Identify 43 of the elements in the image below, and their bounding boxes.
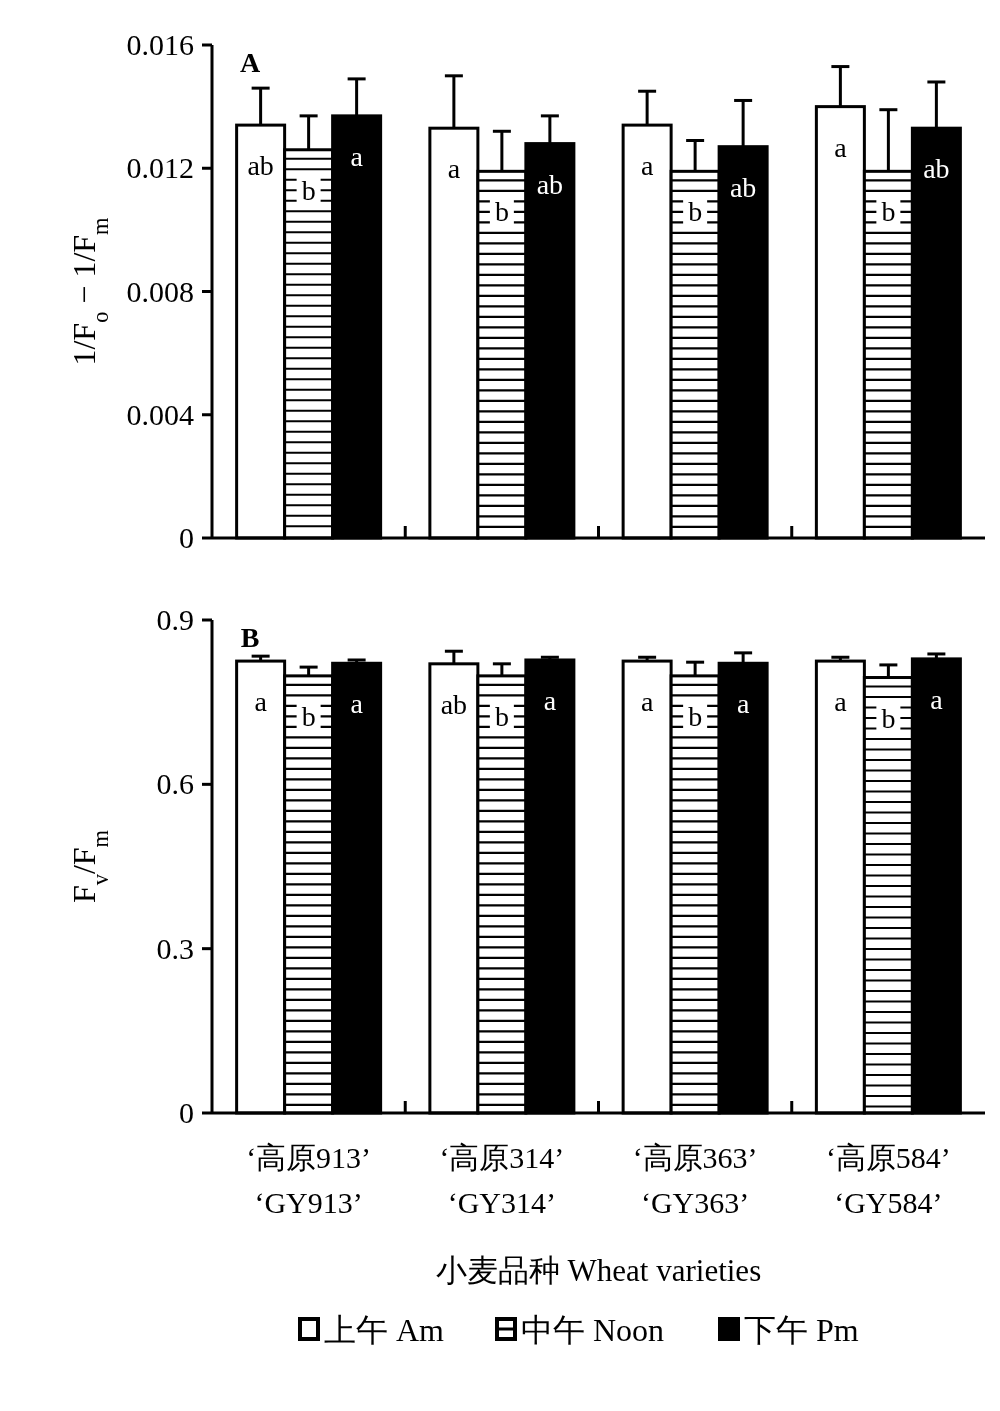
data-label: a [350, 688, 364, 720]
data-label: a [640, 150, 654, 182]
data-label: ab [923, 153, 950, 185]
data-label: a [834, 131, 848, 163]
data-label: a [447, 153, 461, 185]
x-tick-label: ‘高原913’ ‘GY913’ [246, 1141, 372, 1219]
legend-label: 上午 Am [324, 1312, 445, 1348]
y-tick-label: 0.004 [126, 397, 194, 431]
data-label: b [494, 700, 509, 732]
data-label: b [688, 196, 703, 228]
x-tick-label: ‘高原584’ ‘GY584’ [825, 1141, 951, 1219]
data-label: b [881, 702, 896, 734]
data-label: ab [440, 688, 468, 720]
y-tick-label: 0.3 [156, 931, 194, 965]
legend-label: 下午 Pm [744, 1312, 859, 1348]
legend-label: 中午 Noon [521, 1312, 665, 1348]
data-label: ab [247, 150, 274, 182]
data-label: b [301, 174, 316, 206]
data-label: a [254, 686, 268, 718]
x-tick-label: ‘高原363’ ‘GY363’ [632, 1141, 758, 1219]
x-axis-title: 小麦品种 Wheat varieties [435, 1253, 762, 1288]
data-label: b [301, 700, 316, 732]
data-label: a [640, 686, 654, 718]
data-label: b [688, 700, 703, 732]
data-label: b [881, 196, 896, 228]
y-tick-label: 0 [179, 1096, 194, 1129]
data-label: a [834, 686, 848, 718]
y-tick-label: 0.008 [126, 274, 194, 308]
data-label: a [736, 688, 750, 720]
data-label: a [930, 683, 944, 715]
y-tick-label: 0.6 [156, 767, 194, 801]
x-tick-label: ‘高原314’ ‘GY314’ [439, 1141, 565, 1219]
chart-title: A [239, 47, 261, 78]
data-label: b [494, 196, 509, 228]
data-label: ab [729, 171, 757, 203]
y-tick-label: 0.012 [126, 151, 194, 185]
y-tick-label: 0.9 [156, 603, 194, 636]
y-tick-label: 0.016 [126, 28, 194, 61]
y-tick-label: 0 [179, 521, 194, 554]
data-label: ab [536, 168, 564, 200]
data-label: a [543, 684, 557, 716]
chart-title: B [240, 622, 260, 653]
data-label: a [350, 140, 364, 172]
